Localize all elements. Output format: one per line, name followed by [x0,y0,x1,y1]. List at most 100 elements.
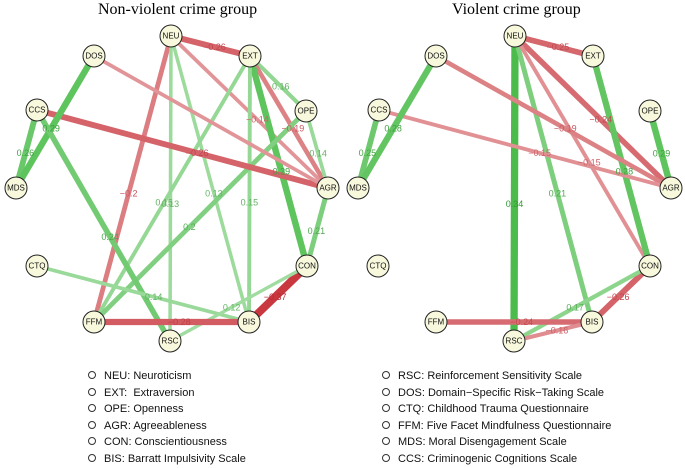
node-circle [316,176,340,200]
edge-weight-label: −0.15 [578,158,601,168]
node-label: AGR [319,184,337,193]
panel-title-violent: Violent crime group [452,1,581,18]
node-mds: MDS [4,176,28,200]
node-ccs: CCS [367,98,391,122]
node-label: BIS [586,318,599,327]
bullet-icon [382,387,390,396]
node-circle [25,98,49,122]
edge-weight-label: −0.26 [186,148,209,158]
edge-weight-label: 0.29 [273,167,291,177]
bullet-icon [382,437,390,446]
panel-title-nonviolent: Non-violent crime group [98,1,258,18]
edge-neu-ext [168,33,253,59]
node-circle [424,44,448,68]
edge-neu-ffm [91,33,174,325]
edge-ccs-mds [355,107,382,191]
node-circle [25,254,49,278]
node-ffm: FFM [82,310,106,334]
legend-item: NEU: Neuroticism [88,368,246,385]
edge-ext-agr [247,53,331,191]
edge-weight-label: 0.16 [272,81,290,91]
edge-weight-label: 0.17 [566,302,584,312]
edge-weight-label: 0.25 [359,148,377,158]
node-label: FFM [86,318,103,327]
node-circle [424,310,448,334]
edge-weight-label: 0.34 [506,199,524,209]
node-label: RSC [506,337,523,346]
node-circle [366,254,390,278]
edge-weight-label: −0.24 [510,317,533,327]
node-ctq: CTQ [366,254,390,278]
edge-weight-label: 0.2 [183,222,196,232]
bullet-icon [88,437,96,446]
node-label: OPE [642,107,659,116]
edge-con-rsc [511,263,653,344]
edge-weight-label: 0.13 [162,199,180,209]
edge-ope-agr [304,109,330,190]
node-label: CCS [29,106,46,115]
node-circle [295,254,319,278]
node-circle [82,44,106,68]
node-circle [367,98,391,122]
node-circle [502,329,526,353]
edge-weight-label: −0.25 [547,42,570,52]
edge-weight-label: −0.14 [246,115,269,125]
node-circle [638,254,662,278]
legend-item: CTQ: Childhood Trauma Questionnaire [382,401,611,418]
edge-ctq-bis [35,264,251,324]
node-label: FFM [428,318,445,327]
legend-item: DOS: Domain−Specific Risk−Taking Scale [382,385,611,402]
node-ope: OPE [294,99,318,123]
edge-con-rsc [168,264,309,343]
node-ope: OPE [638,99,662,123]
node-agr: AGR [316,176,340,200]
edge-dos-agr [433,53,674,191]
bullet-icon [88,404,96,413]
edge-neu-agr [512,33,674,191]
node-label: MDS [349,184,367,193]
node-agr: AGR [659,176,683,200]
node-label: DOS [427,52,444,61]
node-circle [638,99,662,123]
bullet-icon [88,420,96,429]
edge-weight-label: −0.37 [264,292,287,302]
node-label: AGR [662,184,680,193]
legend-item: CON: Conscientiousness [88,434,246,451]
legend-item: CCS: Criminogenic Cognitions Scale [382,451,611,468]
node-rsc: RSC [158,329,182,353]
edge-weight-label: 0.21 [308,226,326,236]
node-label: EXT [585,52,601,61]
legend-item: AGR: Agreeableness [88,418,246,435]
node-circle [158,329,182,353]
node-label: DOS [85,52,102,61]
edge-weight-label: 0.14 [145,292,163,302]
bullet-icon [88,453,96,462]
edge-ext-ffm [92,54,252,324]
node-label: CON [641,262,659,271]
edge-weight-label: 0.12 [223,302,241,312]
legend-item: EXT: Extraversion [88,385,246,402]
legend-item: FFM: Five Facet Mindfulness Questionnair… [382,418,611,435]
node-bis: BIS [237,310,261,334]
node-circle [346,176,370,200]
edge-weight-label: −0.28 [168,317,191,327]
node-ccs: CCS [25,98,49,122]
edge-weight-label: 0.28 [616,167,634,177]
bullet-icon [382,453,390,462]
edge-weight-label: 0.29 [653,148,671,158]
bullet-icon [88,371,96,379]
node-ctq: CTQ [25,254,49,278]
edge-weight-label: 0.29 [42,124,60,134]
node-label: MDS [7,184,25,193]
bullet-icon [88,387,96,396]
node-con: CON [295,254,319,278]
edge-dos-agr [92,54,330,190]
edge-ccs-agr [34,107,331,191]
edge-ccs-rsc [34,107,173,344]
node-dos: DOS [82,44,106,68]
edge-weight-label: 0.24 [101,232,119,242]
node-label: NEU [163,32,180,41]
network-diagram: −0.26 −0.14 −0.2 0.13 0.13 0.16 −0.19 0.29 0.15 0… [4,24,683,353]
edge-weight-label: −0.2 [120,188,138,198]
edge-dos-mds [12,52,98,192]
